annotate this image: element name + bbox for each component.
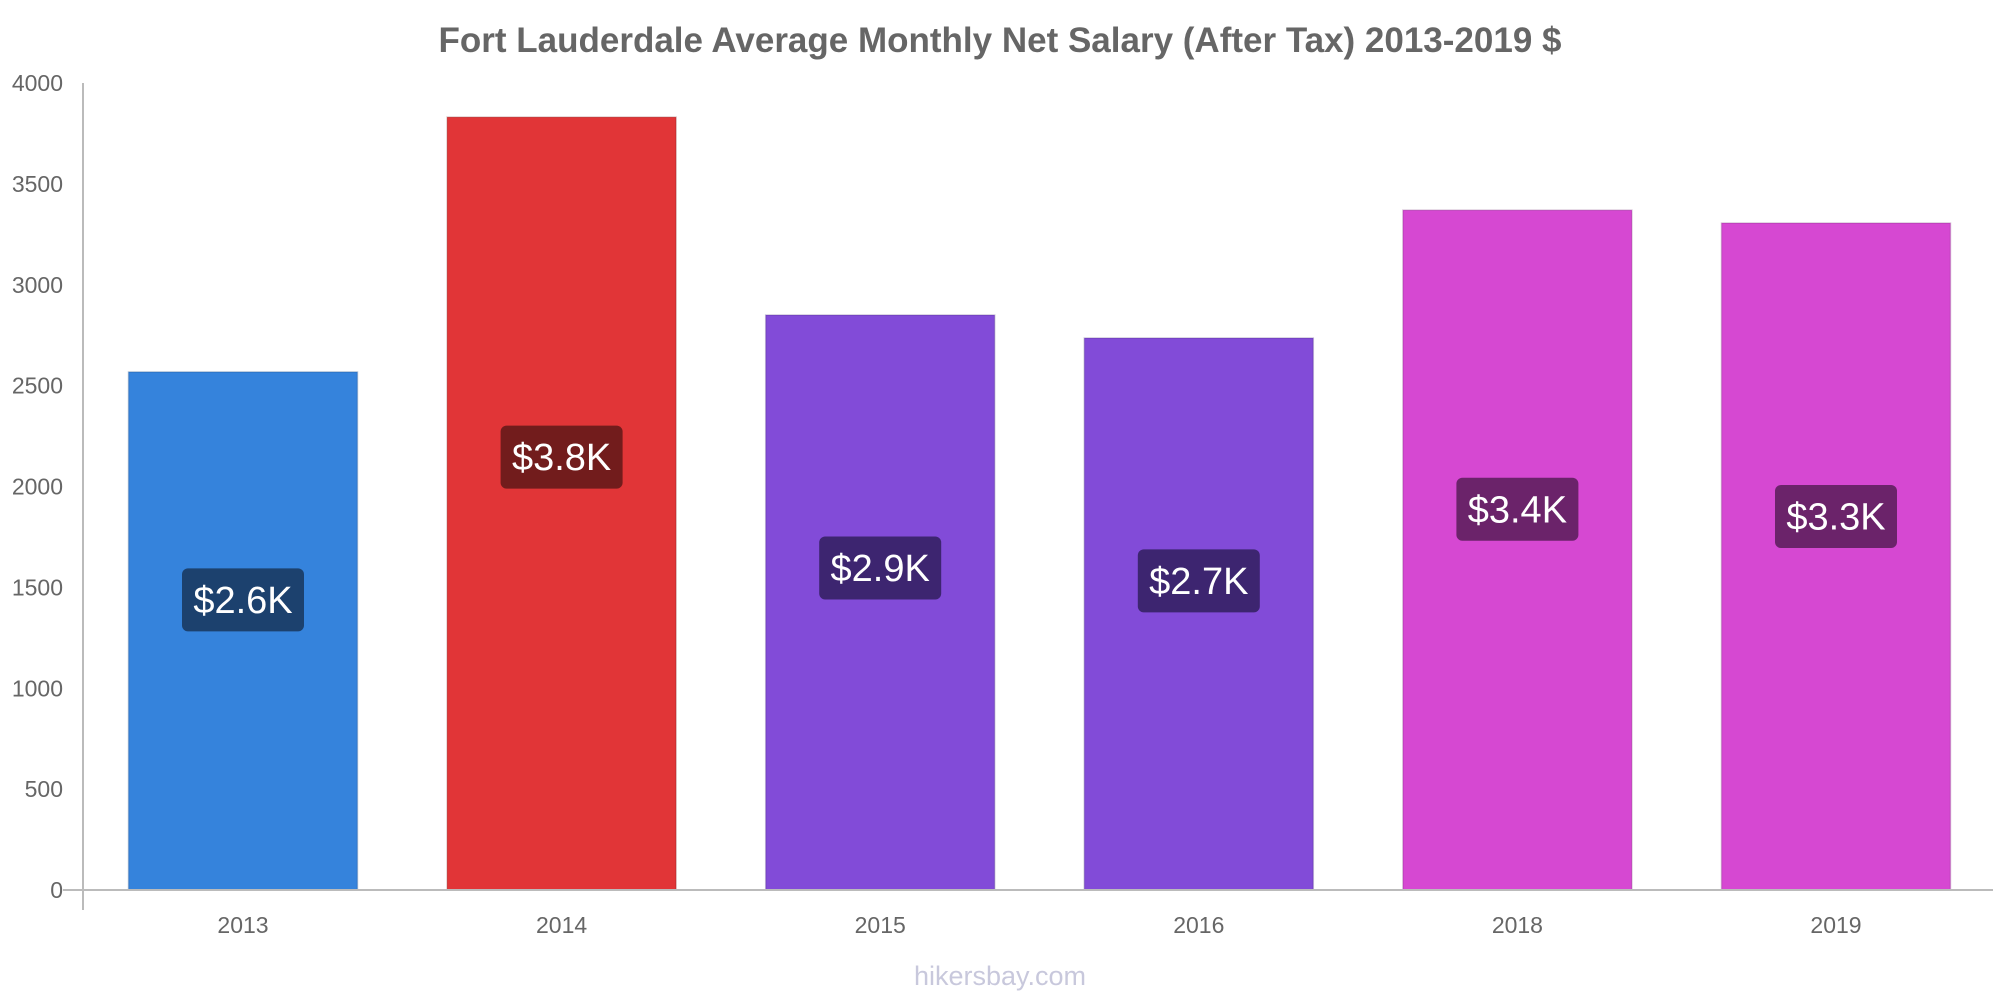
x-tick-label: 2013 <box>217 912 268 938</box>
x-tick-label: 2014 <box>536 912 587 938</box>
value-label-box <box>1456 477 1579 541</box>
value-label: $3.4K <box>1468 489 1567 531</box>
y-tick-label: 1500 <box>12 574 63 600</box>
x-tick-label: 2015 <box>855 912 906 938</box>
value-label: $3.3K <box>1786 496 1885 538</box>
y-tick-label: 0 <box>50 877 63 903</box>
value-label-box <box>182 568 304 632</box>
x-tick-label: 2018 <box>1492 912 1543 938</box>
value-label: $3.8K <box>512 437 611 479</box>
x-tick-label: 2016 <box>1173 912 1224 938</box>
y-tick-label: 4000 <box>12 70 63 96</box>
bar-2016 <box>1083 337 1315 891</box>
value-label-box <box>500 425 623 489</box>
watermark: hikersbay.com <box>914 961 1086 991</box>
value-label-box <box>1137 549 1260 613</box>
bars <box>127 116 1952 891</box>
value-label-box <box>1775 484 1897 548</box>
x-tick-label: 2019 <box>1810 912 1861 938</box>
y-tick-label: 1000 <box>12 675 63 701</box>
y-tick-label: 3000 <box>12 272 63 298</box>
value-labels: $2.6K $3.8K $2.9K $2.7K $3.4K $3.3K <box>182 425 1897 632</box>
chart-title: Fort Lauderdale Average Monthly Net Sala… <box>439 21 1562 60</box>
value-label: $2.7K <box>1149 561 1248 603</box>
bar-2018 <box>1402 209 1633 891</box>
x-axis-ticks: 2013 2014 2015 2016 2018 2019 <box>217 912 1861 938</box>
bar-2015 <box>764 314 996 891</box>
value-label: $2.6K <box>193 580 292 622</box>
bar-2014 <box>446 116 677 891</box>
y-tick-label: 500 <box>25 776 63 802</box>
bar-2019 <box>1720 222 1952 891</box>
y-tick-label: 2500 <box>12 373 63 399</box>
value-label: $2.9K <box>831 548 930 590</box>
y-tick-label: 2000 <box>12 474 63 500</box>
y-tick-label: 3500 <box>12 171 63 197</box>
value-label-box <box>819 536 942 600</box>
y-axis-ticks: 0 500 1000 1500 2000 2500 3000 3500 4000 <box>12 70 63 903</box>
